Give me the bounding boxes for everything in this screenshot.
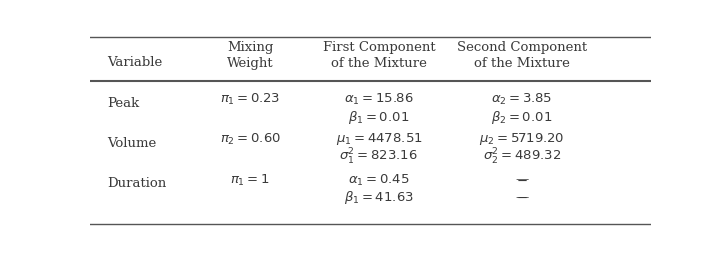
Text: of the Mixture: of the Mixture	[331, 57, 427, 70]
Text: $\sigma_1^2 = 823.16$: $\sigma_1^2 = 823.16$	[340, 147, 419, 167]
Text: $\mu_2 = 5719.20$: $\mu_2 = 5719.20$	[479, 131, 565, 147]
Text: Mixing: Mixing	[227, 41, 273, 54]
Text: $-$: $-$	[516, 191, 528, 204]
Text: of the Mixture: of the Mixture	[474, 57, 570, 70]
Text: $\beta_2 = 0.01$: $\beta_2 = 0.01$	[491, 109, 552, 126]
Text: First Component: First Component	[322, 41, 435, 54]
Text: $\pi_1 = 0.23$: $\pi_1 = 0.23$	[220, 92, 281, 107]
Text: Second Component: Second Component	[457, 41, 587, 54]
Text: —: —	[515, 173, 529, 187]
Text: Variable: Variable	[107, 56, 163, 69]
Text: $\pi_1 = 1$: $\pi_1 = 1$	[230, 172, 270, 188]
Text: Peak: Peak	[107, 97, 140, 110]
Text: $\alpha_1 = 0.45$: $\alpha_1 = 0.45$	[348, 172, 410, 188]
Text: Duration: Duration	[107, 178, 166, 190]
Text: $\beta_1 = 0.01$: $\beta_1 = 0.01$	[348, 109, 410, 126]
Text: $\pi_2 = 0.60$: $\pi_2 = 0.60$	[220, 132, 281, 147]
Text: $\alpha_2 = 3.85$: $\alpha_2 = 3.85$	[491, 92, 552, 107]
Text: $\alpha_1 = 15.86$: $\alpha_1 = 15.86$	[344, 92, 414, 107]
Text: $-$: $-$	[516, 173, 528, 187]
Text: $\beta_1 = 41.63$: $\beta_1 = 41.63$	[344, 189, 414, 206]
Text: Volume: Volume	[107, 137, 156, 150]
Text: —: —	[515, 191, 529, 204]
Text: $\mu_1 = 4478.51$: $\mu_1 = 4478.51$	[335, 131, 422, 147]
Text: $\sigma_2^2 = 489.32$: $\sigma_2^2 = 489.32$	[482, 147, 561, 167]
Text: Weight: Weight	[227, 57, 273, 70]
